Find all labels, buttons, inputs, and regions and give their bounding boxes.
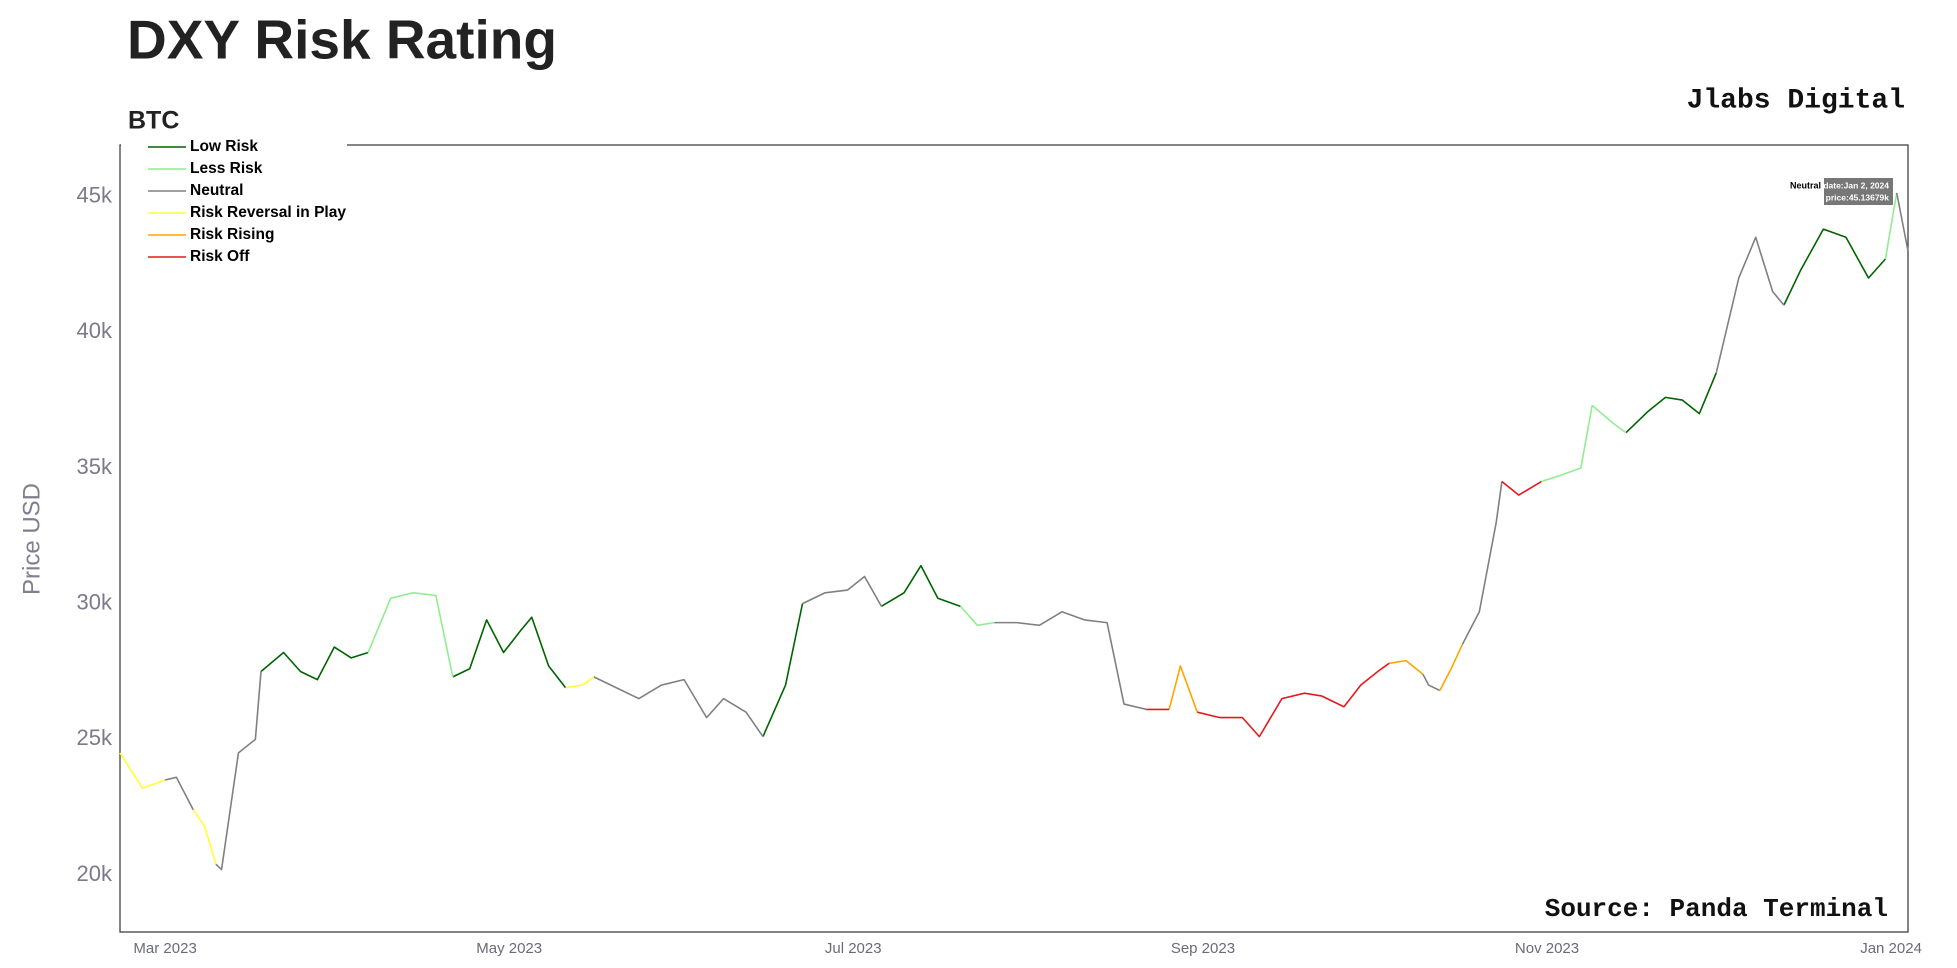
legend-label: Risk Reversal in Play bbox=[190, 204, 346, 221]
y-tick-label: 30k bbox=[77, 589, 113, 614]
y-tick-label: 35k bbox=[77, 454, 113, 479]
legend-background bbox=[121, 140, 347, 270]
legend: Low Risk Less Risk Neutral Risk Reversal in… bbox=[148, 138, 346, 265]
legend-label: Neutral bbox=[190, 182, 243, 199]
series-line bbox=[119, 676, 595, 865]
plot-frame bbox=[119, 144, 1909, 933]
series-line bbox=[367, 192, 1898, 678]
tooltip-series: Neutral bbox=[1790, 180, 1821, 190]
x-tick-label: Mar 2023 bbox=[133, 940, 196, 957]
y-axis-title: Price USD bbox=[18, 483, 45, 595]
series-line bbox=[1168, 644, 1464, 713]
series-line bbox=[1146, 480, 1542, 738]
tooltip-price: price:45.13679k bbox=[1826, 192, 1890, 202]
legend-label: Less Risk bbox=[190, 160, 263, 177]
tooltip: Neutral date:Jan 2, 2024 price:45.13679k bbox=[1790, 178, 1893, 205]
chart-title: DXY Risk Rating bbox=[127, 9, 557, 71]
x-tick-label: May 2023 bbox=[476, 940, 542, 957]
y-tick-label: 25k bbox=[77, 725, 113, 750]
legend-label: Risk Off bbox=[190, 248, 250, 265]
tooltip-date: date:Jan 2, 2024 bbox=[1823, 180, 1889, 190]
lines bbox=[119, 192, 1909, 871]
brand: Jlabs Digital bbox=[1687, 85, 1905, 116]
y-tick-label: 40k bbox=[77, 318, 113, 343]
x-tick-label: Jul 2023 bbox=[825, 940, 882, 957]
tooltip-box bbox=[1824, 178, 1893, 205]
y-tick-label: 20k bbox=[77, 861, 113, 886]
series-line bbox=[260, 228, 1887, 737]
legend-label: Risk Rising bbox=[190, 226, 274, 243]
source: Source: Panda Terminal bbox=[1545, 894, 1888, 924]
series-line bbox=[164, 192, 1909, 871]
y-tick-label: 45k bbox=[77, 182, 113, 207]
legend-label: Low Risk bbox=[190, 138, 258, 155]
x-tick-label: Nov 2023 bbox=[1515, 940, 1579, 957]
x-tick-label: Sep 2023 bbox=[1171, 940, 1235, 957]
chart-subtitle: BTC bbox=[128, 107, 179, 135]
x-tick-label: Jan 2024 bbox=[1860, 940, 1922, 957]
